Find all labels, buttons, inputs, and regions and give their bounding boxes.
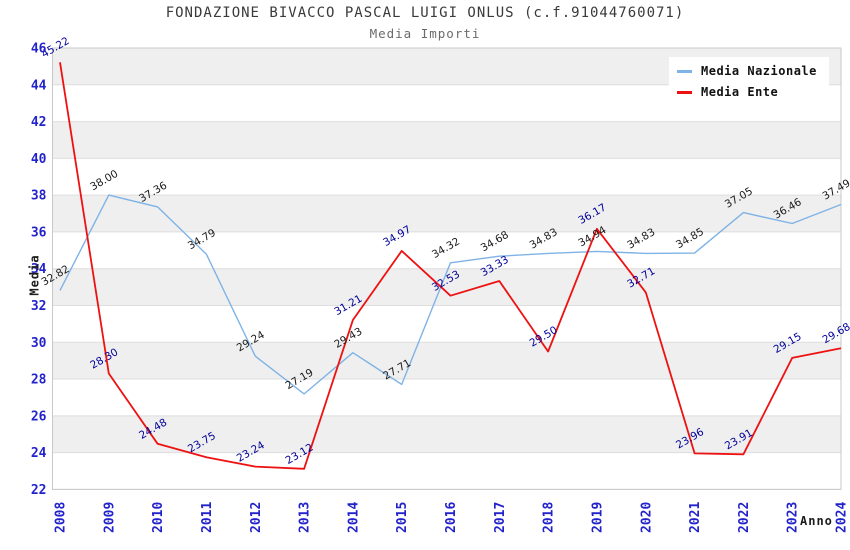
chart-legend: Media Nazionale Media Ente: [669, 57, 829, 107]
x-tick-label: 2023: [786, 502, 801, 533]
y-tick-label: 40: [31, 152, 47, 167]
plot-band-stripe: [52, 121, 841, 159]
series-line-media-nazionale: [59, 194, 842, 395]
x-tick-label: 2015: [395, 502, 410, 533]
x-tick-label: 2017: [493, 502, 508, 533]
y-tick-label: 28: [31, 373, 47, 388]
y-axis-title: Media: [27, 254, 42, 296]
y-tick-label: 42: [31, 115, 47, 130]
x-tick-label: 2018: [542, 502, 557, 533]
legend-item-media-nazionale: Media Nazionale: [677, 64, 817, 78]
plot-band-stripe: [52, 268, 841, 306]
y-tick-label: 30: [31, 336, 47, 351]
plot-border: [52, 47, 842, 490]
plot-band-stripe: [52, 231, 841, 269]
y-tick-label: 32: [31, 299, 47, 314]
plot-band-stripe: [52, 452, 841, 490]
series-line-media-ente: [59, 62, 842, 470]
plot-band-stripe: [52, 158, 841, 196]
x-tick-label: 2008: [54, 502, 69, 533]
x-tick-label: 2009: [102, 502, 117, 533]
legend-label: Media Ente: [701, 85, 779, 99]
x-tick-label: 2021: [688, 502, 703, 533]
x-tick-label: 2013: [298, 502, 313, 533]
y-tick-label: 44: [31, 78, 47, 93]
plot-band-stripe: [52, 415, 841, 453]
x-axis-title: Anno: [800, 514, 833, 528]
plot-band-stripe: [52, 379, 841, 416]
x-tick-label: 2012: [249, 502, 264, 533]
y-tick-label: 46: [31, 42, 47, 57]
y-tick-label: 26: [31, 409, 47, 424]
y-tick-label: 24: [31, 446, 47, 461]
x-tick-label: 2020: [639, 502, 654, 533]
legend-swatch-nazionale-icon: [677, 69, 692, 73]
x-tick-label: 2010: [151, 502, 166, 533]
chart-title: FONDAZIONE BIVACCO PASCAL LUIGI ONLUS (c…: [165, 5, 685, 21]
x-tick-label: 2019: [590, 502, 605, 533]
x-tick-label: 2022: [737, 502, 752, 533]
x-tick-label: 2014: [346, 502, 361, 533]
y-tick-label: 38: [31, 189, 47, 204]
x-tick-label: 2016: [444, 502, 459, 533]
legend-swatch-ente-icon: [677, 90, 692, 94]
legend-item-media-ente: Media Ente: [677, 85, 817, 99]
y-tick-label: 36: [31, 225, 47, 240]
legend-label: Media Nazionale: [701, 64, 817, 78]
x-tick-label: 2011: [200, 502, 215, 533]
y-tick-label: 22: [31, 483, 47, 498]
plot-band-stripe: [52, 342, 841, 380]
chart-subtitle: Media Importi: [369, 26, 481, 41]
plot-band-stripe: [52, 305, 841, 343]
x-tick-label: 2024: [835, 502, 850, 533]
plot-band-stripe: [52, 195, 841, 232]
y-tick-label: 34: [31, 262, 47, 277]
